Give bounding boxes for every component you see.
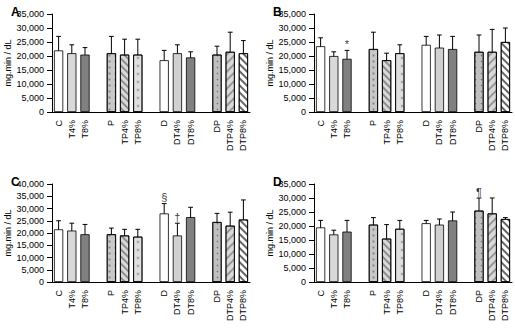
svg-text:DP: DP (212, 290, 222, 303)
svg-text:25,000: 25,000 (278, 207, 306, 217)
svg-text:C: C (316, 290, 326, 297)
svg-text:20,000: 20,000 (278, 51, 306, 61)
svg-text:DT4%: DT4% (434, 290, 444, 315)
svg-text:DTP4%: DTP4% (225, 290, 235, 321)
svg-text:DTP4%: DTP4% (487, 290, 497, 321)
svg-text:DTP4%: DTP4% (225, 120, 235, 151)
svg-text:10,000: 10,000 (16, 253, 44, 263)
svg-text:mg.min / dL: mg.min / dL (265, 209, 275, 256)
svg-text:5,000: 5,000 (21, 265, 44, 275)
svg-text:TP4%: TP4% (120, 290, 130, 315)
svg-text:†: † (174, 211, 180, 223)
svg-text:P: P (368, 120, 378, 126)
svg-text:30,000: 30,000 (16, 204, 44, 214)
svg-text:T4%: T4% (329, 120, 339, 139)
svg-text:5,000: 5,000 (283, 93, 306, 103)
svg-text:DT4%: DT4% (172, 290, 182, 315)
svg-text:TP4%: TP4% (382, 120, 392, 145)
svg-text:T4%: T4% (329, 290, 339, 309)
svg-text:T8%: T8% (80, 120, 90, 139)
svg-text:30,000: 30,000 (278, 193, 306, 203)
svg-text:15,000: 15,000 (278, 235, 306, 245)
svg-text:20,000: 20,000 (278, 221, 306, 231)
svg-text:10,000: 10,000 (16, 79, 44, 89)
svg-text:T8%: T8% (342, 290, 352, 309)
svg-text:0: 0 (301, 277, 306, 287)
svg-text:¶: ¶ (476, 186, 482, 198)
svg-text:T4%: T4% (67, 290, 77, 309)
svg-text:D: D (421, 120, 431, 127)
svg-text:DT4%: DT4% (434, 120, 444, 145)
svg-text:25,000: 25,000 (278, 37, 306, 47)
svg-text:0: 0 (39, 107, 44, 117)
svg-text:DT4%: DT4% (172, 120, 182, 145)
svg-text:C: C (316, 120, 326, 127)
svg-text:mg.min / dL: mg.min / dL (265, 39, 275, 86)
svg-text:10,000: 10,000 (278, 79, 306, 89)
svg-text:A: A (11, 5, 20, 19)
svg-text:15,000: 15,000 (16, 240, 44, 250)
svg-text:DT8%: DT8% (186, 120, 196, 145)
svg-text:DTP8%: DTP8% (500, 290, 510, 321)
svg-text:TP4%: TP4% (120, 120, 130, 145)
svg-text:TP8%: TP8% (133, 120, 143, 145)
svg-text:15,000: 15,000 (16, 65, 44, 75)
svg-text:TP8%: TP8% (133, 290, 143, 315)
svg-text:40,000: 40,000 (16, 179, 44, 189)
svg-text:B: B (273, 5, 282, 19)
svg-text:D: D (159, 290, 169, 297)
svg-text:D: D (273, 175, 282, 189)
svg-text:P: P (368, 290, 378, 296)
svg-text:TP8%: TP8% (395, 120, 405, 145)
svg-text:DP: DP (474, 120, 484, 133)
svg-text:C: C (54, 120, 64, 127)
svg-text:*: * (345, 38, 350, 50)
svg-text:DT8%: DT8% (448, 290, 458, 315)
svg-text:D: D (421, 290, 431, 297)
svg-text:TP8%: TP8% (395, 290, 405, 315)
svg-text:T8%: T8% (342, 120, 352, 139)
svg-text:DT8%: DT8% (448, 120, 458, 145)
svg-text:DP: DP (212, 120, 222, 133)
svg-text:5,000: 5,000 (21, 93, 44, 103)
svg-text:25,000: 25,000 (16, 216, 44, 226)
svg-text:TP4%: TP4% (382, 290, 392, 315)
svg-text:T4%: T4% (67, 120, 77, 139)
svg-text:P: P (106, 290, 116, 296)
svg-text:10,000: 10,000 (278, 249, 306, 259)
svg-text:mg.min / dL: mg.min / dL (3, 209, 13, 256)
svg-text:C: C (54, 290, 64, 297)
svg-text:DTP8%: DTP8% (238, 290, 248, 321)
svg-text:25,000: 25,000 (16, 37, 44, 47)
svg-text:§: § (161, 191, 167, 203)
svg-text:30,000: 30,000 (16, 23, 44, 33)
svg-text:20,000: 20,000 (16, 51, 44, 61)
svg-text:mg.min / dL: mg.min / dL (3, 39, 13, 86)
svg-text:20,000: 20,000 (16, 228, 44, 238)
svg-text:D: D (159, 120, 169, 127)
svg-text:35,000: 35,000 (16, 9, 44, 19)
svg-text:35,000: 35,000 (16, 191, 44, 201)
svg-text:DTP8%: DTP8% (500, 120, 510, 151)
svg-text:DTP8%: DTP8% (238, 120, 248, 151)
svg-text:0: 0 (39, 277, 44, 287)
svg-text:35,000: 35,000 (278, 9, 306, 19)
svg-text:C: C (11, 175, 20, 189)
svg-text:P: P (106, 120, 116, 126)
svg-text:DT8%: DT8% (186, 290, 196, 315)
svg-text:DTP4%: DTP4% (487, 120, 497, 151)
svg-text:DP: DP (474, 290, 484, 303)
svg-text:0: 0 (301, 107, 306, 117)
svg-text:5,000: 5,000 (283, 263, 306, 273)
svg-text:T8%: T8% (80, 290, 90, 309)
svg-text:30,000: 30,000 (278, 23, 306, 33)
svg-text:35,000: 35,000 (278, 179, 306, 189)
svg-text:15,000: 15,000 (278, 65, 306, 75)
